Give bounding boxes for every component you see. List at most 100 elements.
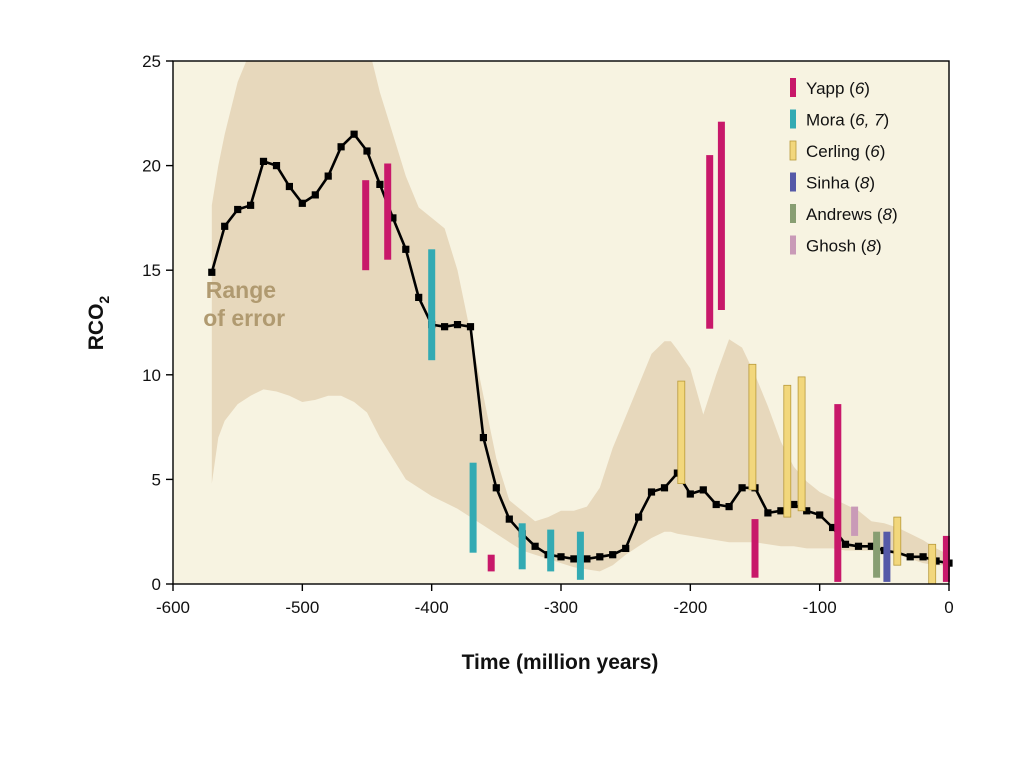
data-point [816, 511, 824, 519]
data-point [492, 484, 500, 492]
legend-swatch-andrews [790, 204, 796, 223]
legend-source: Andrews ( [806, 205, 883, 224]
legend-close-paren: ) [864, 79, 870, 98]
legend-swatch-cerling [789, 140, 797, 161]
x-tick-label: -500 [285, 598, 319, 617]
proxy-bar-yapp [362, 180, 370, 271]
legend: Yapp (6)Mora (6, 7)Cerling (6)Sinha (8)A… [789, 78, 898, 256]
legend-source: Sinha ( [806, 174, 860, 193]
data-point [854, 542, 863, 550]
legend-source: Yapp ( [806, 79, 855, 98]
data-point [660, 484, 669, 492]
proxy-bar-cerling [797, 376, 806, 512]
legend-ref: 6, 7 [855, 111, 884, 130]
data-point [919, 553, 927, 561]
error-band [211, 61, 949, 572]
proxy-bar-yapp [384, 163, 392, 260]
proxy-bar-ghosh [851, 506, 859, 536]
data-point [311, 191, 319, 199]
data-point [635, 513, 643, 521]
legend-ref: 8 [883, 205, 893, 224]
annotation-line-2: of error [203, 305, 285, 331]
legend-label-andrews: Andrews (8) [806, 205, 898, 224]
y-axis-title: RCO2 [85, 296, 112, 351]
data-point [570, 555, 578, 563]
data-point [699, 486, 707, 494]
data-point [764, 509, 772, 517]
legend-source: Cerling ( [806, 142, 871, 161]
data-point [415, 293, 423, 301]
data-point [867, 542, 875, 550]
data-point [829, 523, 837, 532]
proxy-bar-cerling [748, 363, 757, 491]
data-point [583, 555, 591, 563]
y-tick-label: 5 [152, 470, 161, 489]
data-point [686, 490, 694, 498]
legend-label-sinha: Sinha (8) [806, 174, 875, 193]
proxy-bars-layer [362, 121, 950, 585]
y-axis-title-subscript: 2 [96, 296, 112, 304]
data-point [389, 214, 397, 222]
legend-swatch-sinha [790, 172, 796, 192]
data-point [363, 147, 371, 155]
proxy-bar-mora [469, 462, 477, 553]
data-point [505, 515, 513, 523]
legend-close-paren: ) [869, 174, 875, 193]
x-tick-label: -600 [156, 598, 190, 617]
proxy-bar-cerling [783, 384, 792, 518]
data-point [234, 205, 242, 214]
x-axis-title: Time (million years) [462, 651, 659, 674]
data-point [272, 162, 281, 170]
x-tick-label: 0 [944, 598, 953, 617]
proxy-bar-mora [576, 531, 584, 580]
data-point [402, 245, 410, 253]
x-tick-label: -400 [415, 598, 449, 617]
proxy-bar-sinha [883, 531, 891, 582]
proxy-bar-cerling [893, 516, 902, 566]
data-point [647, 488, 656, 496]
data-point [906, 553, 914, 561]
data-point [841, 540, 850, 548]
data-point [790, 500, 798, 509]
proxy-bar-andrews [873, 531, 881, 578]
proxy-bar-yapp [942, 535, 950, 582]
legend-close-paren: ) [876, 237, 882, 256]
legend-swatch-ghosh [790, 235, 796, 255]
data-point [596, 553, 604, 561]
data-point [609, 551, 617, 559]
legend-close-paren: ) [892, 205, 898, 224]
data-point [324, 172, 332, 180]
y-tick-label: 10 [142, 366, 161, 385]
y-tick-label: 25 [142, 52, 161, 71]
legend-swatch-mora [790, 109, 796, 129]
x-tick-label: -100 [803, 598, 837, 617]
data-point [557, 553, 565, 561]
data-point [221, 222, 229, 230]
legend-source: Mora ( [806, 111, 855, 130]
legend-close-paren: ) [880, 142, 886, 161]
legend-label-ghosh: Ghosh (8) [806, 237, 882, 256]
data-point [298, 199, 306, 207]
data-point [337, 143, 345, 151]
data-point [259, 157, 268, 165]
data-point [466, 323, 475, 331]
annotation-line-1: Range [206, 277, 276, 303]
legend-source: Ghosh ( [806, 237, 867, 256]
legend-swatch-yapp [790, 78, 796, 97]
y-tick-label: 15 [142, 261, 161, 280]
data-point [285, 182, 293, 191]
data-point [725, 503, 733, 511]
y-axis-title-main: RCO [85, 304, 108, 351]
legend-label-cerling: Cerling (6) [806, 142, 885, 161]
axes-layer: -600 -500 -400 -300 -200 -100 0 0 5 10 15 20 25 [142, 52, 954, 617]
data-point [803, 507, 811, 515]
data-point [376, 180, 384, 188]
proxy-bar-cerling [677, 380, 686, 485]
data-point [208, 268, 216, 276]
proxy-bar-yapp [834, 404, 842, 582]
proxy-bar-cerling [928, 543, 937, 585]
proxy-bar-yapp [706, 155, 714, 329]
x-tick-label: -300 [544, 598, 578, 617]
data-point [622, 544, 630, 552]
